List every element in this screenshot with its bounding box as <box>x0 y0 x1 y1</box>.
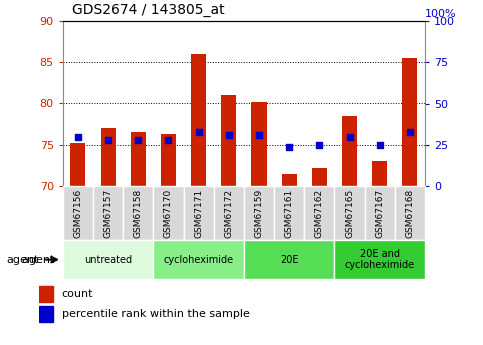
Bar <box>304 186 334 240</box>
Bar <box>161 134 176 186</box>
Text: GSM67156: GSM67156 <box>73 188 83 238</box>
Bar <box>244 240 334 279</box>
Bar <box>395 186 425 240</box>
Bar <box>213 186 244 240</box>
Text: GSM67159: GSM67159 <box>255 188 264 238</box>
Bar <box>71 143 85 186</box>
Bar <box>334 186 365 240</box>
Point <box>225 132 233 138</box>
Text: GSM67172: GSM67172 <box>224 188 233 238</box>
Text: GSM67162: GSM67162 <box>315 188 324 238</box>
Point <box>285 144 293 149</box>
Bar <box>39 306 53 322</box>
Point <box>346 134 354 139</box>
Text: GSM67170: GSM67170 <box>164 188 173 238</box>
Text: untreated: untreated <box>84 255 132 265</box>
Point <box>255 132 263 138</box>
Text: GSM67161: GSM67161 <box>284 188 294 238</box>
Text: percentile rank within the sample: percentile rank within the sample <box>62 309 250 319</box>
Bar <box>282 174 297 186</box>
Text: agent: agent <box>22 255 58 265</box>
Bar <box>63 240 154 279</box>
Point <box>406 129 414 135</box>
Text: 20E: 20E <box>280 255 298 265</box>
Text: agent: agent <box>6 255 39 265</box>
Bar <box>131 132 146 186</box>
Text: 100%: 100% <box>425 9 456 19</box>
Point <box>195 129 202 135</box>
Bar <box>154 240 244 279</box>
Text: GSM67167: GSM67167 <box>375 188 384 238</box>
Bar <box>191 54 206 186</box>
Text: GSM67165: GSM67165 <box>345 188 354 238</box>
Bar <box>100 128 115 186</box>
Bar <box>402 58 417 186</box>
Bar <box>342 116 357 186</box>
Bar <box>154 186 184 240</box>
Bar <box>93 186 123 240</box>
Point <box>315 142 323 148</box>
Bar <box>274 186 304 240</box>
Bar <box>39 286 53 302</box>
Text: GDS2674 / 143805_at: GDS2674 / 143805_at <box>72 3 225 17</box>
Point <box>165 137 172 143</box>
Bar <box>252 102 267 186</box>
Point <box>74 134 82 139</box>
Bar <box>372 161 387 186</box>
Bar <box>365 186 395 240</box>
Text: GSM67171: GSM67171 <box>194 188 203 238</box>
Bar <box>244 186 274 240</box>
Bar <box>221 95 236 186</box>
Text: GSM67158: GSM67158 <box>134 188 143 238</box>
Text: GSM67168: GSM67168 <box>405 188 414 238</box>
Point <box>104 137 112 143</box>
Text: GSM67157: GSM67157 <box>103 188 113 238</box>
Text: 20E and
cycloheximide: 20E and cycloheximide <box>345 249 415 270</box>
Point <box>134 137 142 143</box>
Text: cycloheximide: cycloheximide <box>164 255 234 265</box>
Point <box>376 142 384 148</box>
Bar <box>123 186 154 240</box>
Bar <box>63 186 93 240</box>
Bar <box>312 168 327 186</box>
Bar <box>184 186 213 240</box>
Text: count: count <box>62 289 93 299</box>
Bar <box>334 240 425 279</box>
